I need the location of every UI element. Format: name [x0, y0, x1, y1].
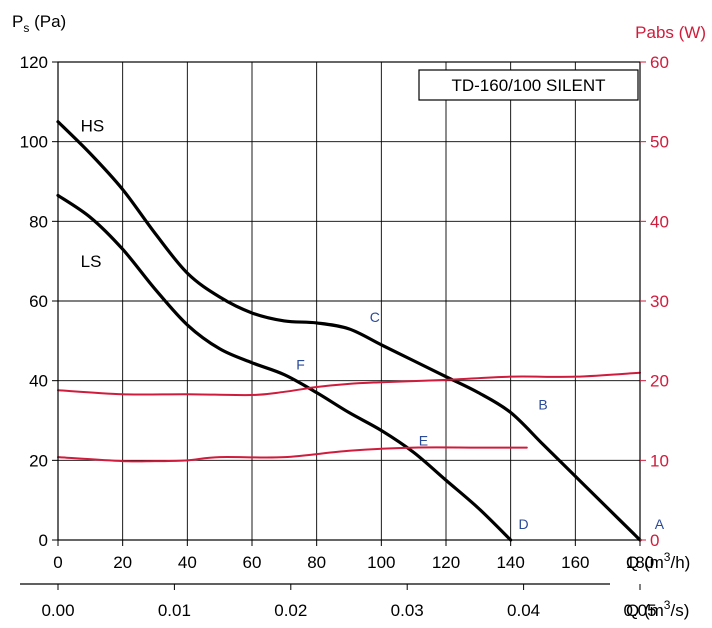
x-primary-tick-label: 20: [113, 553, 132, 572]
curve-label-hs: HS: [81, 117, 105, 136]
point-label-e: E: [419, 432, 428, 448]
y-left-tick-label: 100: [20, 133, 48, 152]
y-right-tick-label: 40: [650, 212, 669, 231]
x-primary-tick-label: 60: [243, 553, 262, 572]
x-primary-tick-label: 80: [307, 553, 326, 572]
title-box: TD-160/100 SILENT: [418, 69, 639, 101]
y-right-tick-label: 60: [650, 53, 669, 72]
x-primary-tick-label: 120: [432, 553, 460, 572]
x-primary-label: Q (m3/h): [626, 550, 690, 572]
y-left-tick-label: 20: [29, 451, 48, 470]
y-left-tick-label: 80: [29, 212, 48, 231]
point-label-d: D: [519, 516, 529, 532]
x-secondary-tick-label: 0.00: [41, 601, 74, 620]
series-line-pabs-hs: [57, 371, 641, 397]
chart-title: TD-160/100 SILENT: [451, 76, 605, 95]
series-line-pabs-ls: [57, 446, 528, 463]
series-layer: [56, 120, 642, 542]
x-primary-tick-label: 40: [178, 553, 197, 572]
x-primary-tick-label: 100: [367, 553, 395, 572]
point-label-f: F: [296, 357, 305, 373]
curve-label-ls: LS: [81, 252, 102, 271]
x-secondary-tick-label: 0.03: [391, 601, 424, 620]
labels-layer: 0 20 40 60 80 100 120 140 160 1800204060801001200…: [20, 53, 669, 620]
grid: [57, 61, 641, 541]
y-right-tick-label: 0: [650, 531, 659, 550]
x-secondary-tick-label: 0.05: [623, 601, 656, 620]
y-right-tick-label: 30: [650, 292, 669, 311]
y-right-tick-label: 50: [650, 133, 669, 152]
x-primary-tick-label: 0: [53, 553, 62, 572]
y-left-tick-label: 120: [20, 53, 48, 72]
y-left-tick-label: 60: [29, 292, 48, 311]
ticks-layer: [52, 61, 646, 590]
y-right-tick-label: 20: [650, 372, 669, 391]
x-secondary-tick-label: 0.01: [158, 601, 191, 620]
x-secondary-tick-label: 0.04: [507, 601, 540, 620]
y-right-tick-label: 10: [650, 451, 669, 470]
point-label-a: A: [655, 516, 665, 532]
y-left-tick-label: 0: [39, 531, 48, 550]
x-primary-tick-label: 180: [626, 553, 654, 572]
series-line-hs: [56, 120, 642, 542]
y-left-label: Ps (Pa): [12, 12, 66, 35]
point-label-b: B: [538, 397, 547, 413]
point-label-c: C: [370, 309, 380, 325]
y-right-label: Pabs (W): [635, 23, 706, 42]
x-secondary-tick-label: 0.02: [274, 601, 307, 620]
series-line-ls: [56, 193, 513, 542]
y-left-tick-label: 40: [29, 372, 48, 391]
x-secondary-label: Q (m3/s): [626, 598, 689, 620]
x-primary-tick-label: 140: [496, 553, 524, 572]
x-primary-tick-label: 160: [561, 553, 589, 572]
